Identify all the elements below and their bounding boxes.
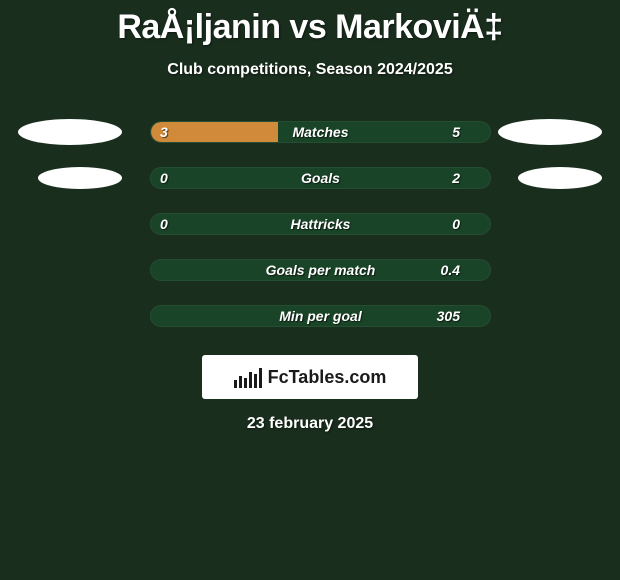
page-title: RaÅ¡ljanin vs MarkoviÄ‡ bbox=[0, 8, 620, 47]
stat-label: Hattricks bbox=[151, 214, 490, 234]
stat-bar: Goals bbox=[150, 167, 491, 189]
logo-text: FcTables.com bbox=[268, 367, 387, 388]
main-container: RaÅ¡ljanin vs MarkoviÄ‡ Club competition… bbox=[0, 0, 620, 433]
stat-value-left: 3 bbox=[160, 124, 168, 140]
stat-label: Matches bbox=[151, 122, 490, 142]
left-ellipse-icon bbox=[38, 167, 122, 189]
page-subtitle: Club competitions, Season 2024/2025 bbox=[0, 61, 620, 79]
stat-row: Hattricks0 0 bbox=[10, 201, 610, 247]
stat-value-right: 0.4 bbox=[441, 262, 460, 278]
footer-logo: FcTables.com bbox=[202, 355, 418, 399]
stat-label: Goals per match bbox=[151, 260, 490, 280]
stat-row: Min per goal305 bbox=[10, 293, 610, 339]
stat-bar: Matches bbox=[150, 121, 491, 143]
stat-bar: Hattricks bbox=[150, 213, 491, 235]
right-ellipse-icon bbox=[518, 167, 602, 189]
stat-value-right: 0 bbox=[452, 216, 460, 232]
footer-date: 23 february 2025 bbox=[0, 415, 620, 433]
stat-row: Matches3 5 bbox=[10, 109, 610, 155]
stat-row: Goals0 2 bbox=[10, 155, 610, 201]
stat-value-right: 2 bbox=[452, 170, 460, 186]
stat-label: Goals bbox=[151, 168, 490, 188]
left-ellipse-icon bbox=[18, 119, 122, 145]
stats-area: Matches35Goals02Hattricks00Goals per mat… bbox=[0, 109, 620, 339]
stat-value-right: 305 bbox=[437, 308, 460, 324]
logo-bars-icon bbox=[234, 366, 262, 388]
stat-value-right: 5 bbox=[452, 124, 460, 140]
right-ellipse-icon bbox=[498, 119, 602, 145]
stat-row: Goals per match0.4 bbox=[10, 247, 610, 293]
stat-value-left: 0 bbox=[160, 216, 168, 232]
stat-value-left: 0 bbox=[160, 170, 168, 186]
